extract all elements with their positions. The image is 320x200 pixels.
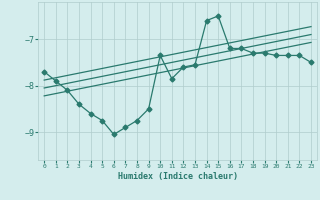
- X-axis label: Humidex (Indice chaleur): Humidex (Indice chaleur): [118, 172, 238, 181]
